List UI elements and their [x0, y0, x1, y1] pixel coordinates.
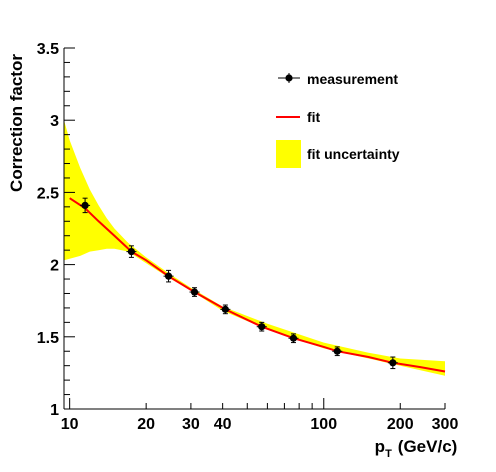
x-tick-label: 30 — [182, 416, 200, 433]
measurement-point — [126, 245, 137, 258]
measurement-marker — [258, 323, 266, 331]
y-axis-label: Correction factor — [7, 54, 26, 192]
legend-fit-uncertainty-label: fit uncertainty — [307, 146, 400, 162]
x-tick-label: 20 — [137, 416, 155, 433]
x-axis-label: pT (GeV/c) — [375, 437, 458, 460]
legend-entry-measurement: measurement — [278, 71, 398, 87]
x-tick-label: 40 — [214, 416, 232, 433]
measurement-point — [163, 269, 174, 283]
measurement-point — [387, 356, 398, 370]
y-tick-label: 1.5 — [37, 330, 59, 347]
measurement-marker — [289, 334, 298, 342]
measurement-point — [220, 304, 231, 315]
measurement-marker — [190, 288, 199, 296]
y-tick-label: 3.5 — [37, 41, 59, 58]
x-axis-label-subscript: T — [385, 448, 392, 460]
y-tick-label: 3 — [50, 113, 59, 130]
x-axis-label-symbol: p — [375, 437, 385, 456]
measurement-marker — [389, 359, 397, 367]
y-tick-label: 2.5 — [37, 185, 59, 202]
legend-entry-fit: fit — [276, 109, 321, 125]
measurement-point — [256, 321, 267, 332]
tick-label-layer: 1 1.5 2 2.5 3 3.5 10 20 30 40 100 200 300 — [37, 41, 459, 433]
axes-layer — [63, 47, 446, 410]
legend-fit-uncertainty-swatch — [276, 140, 301, 168]
measurement-marker — [333, 347, 341, 355]
x-tick-label: 100 — [310, 416, 337, 433]
legend: measurement fit fit uncertainty — [276, 71, 400, 168]
measurement-point — [288, 333, 299, 344]
legend-fit-label: fit — [307, 109, 321, 125]
measurement-point — [80, 197, 91, 214]
legend-entry-fit-uncertainty: fit uncertainty — [276, 140, 400, 168]
y-tick-label: 2 — [50, 258, 59, 275]
legend-measurement-label: measurement — [307, 71, 398, 87]
measurement-point — [189, 287, 200, 297]
measurement-point — [332, 346, 343, 357]
measurement-marker — [127, 248, 136, 256]
legend-measurement-marker — [285, 74, 293, 82]
measurement-points-layer — [80, 197, 398, 370]
x-tick-label: 300 — [432, 416, 459, 433]
x-tick-label: 200 — [387, 416, 414, 433]
measurement-marker — [81, 201, 89, 209]
x-tick-label: 10 — [61, 416, 79, 433]
y-tick-label: 1 — [50, 402, 59, 419]
measurement-marker — [221, 305, 229, 313]
measurement-marker — [164, 272, 173, 280]
x-axis-label-unit: (GeV/c) — [398, 437, 458, 456]
